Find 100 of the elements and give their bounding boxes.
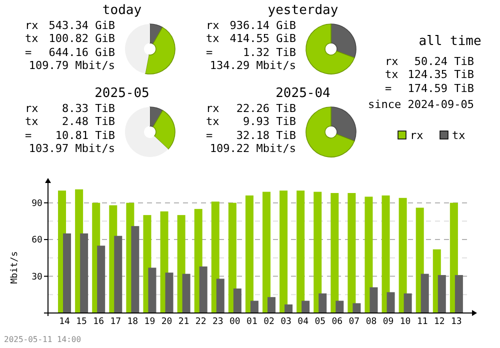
- bar: [302, 300, 310, 313]
- donut-slice: [306, 106, 355, 158]
- text: =: [206, 46, 213, 59]
- text: rx: [25, 102, 39, 115]
- text: 124.35 TiB: [408, 68, 474, 81]
- bar: [348, 193, 356, 313]
- bar: [398, 198, 407, 313]
- x-tick-label: 18: [127, 317, 138, 327]
- text: 109.79 Mbit/s: [28, 59, 115, 72]
- text: 936.14 GiB: [230, 19, 296, 32]
- x-tick-label: 21: [178, 317, 190, 327]
- text: =: [206, 129, 213, 142]
- bar: [63, 233, 72, 313]
- x-tick-label: 17: [110, 317, 122, 327]
- text: since 2024-09-05: [368, 98, 474, 111]
- bar: [318, 293, 327, 313]
- x-tick-label: 09: [382, 317, 394, 327]
- bar: [228, 202, 236, 313]
- bar: [386, 292, 395, 313]
- text: 9.93 TiB: [243, 115, 296, 128]
- text: tx: [25, 32, 39, 45]
- bar: [280, 190, 288, 313]
- bar: [420, 274, 429, 313]
- x-tick-label: 10: [400, 317, 411, 327]
- text: =: [25, 46, 32, 59]
- bar: [216, 278, 224, 313]
- text: 50.24 TiB: [414, 55, 474, 68]
- text: 103.97 Mbit/s: [28, 142, 115, 155]
- bar: [148, 268, 156, 313]
- donut-slice: [306, 24, 355, 74]
- text: 2.48 TiB: [62, 115, 116, 128]
- x-tick-label: 20: [161, 317, 172, 327]
- text: tx: [25, 115, 39, 128]
- text: 10.81 TiB: [55, 129, 116, 142]
- donut-slice: [330, 106, 356, 142]
- x-tick-label: 04: [298, 317, 308, 327]
- bar: [80, 233, 88, 313]
- bar: [284, 304, 293, 313]
- bar: [382, 195, 390, 313]
- legend-label: tx: [452, 129, 466, 142]
- bar: [296, 190, 305, 313]
- chart-title: 2025-04: [276, 86, 331, 101]
- bar: [314, 192, 322, 313]
- x-tick-label: 07: [348, 317, 360, 327]
- text: 134.29 Mbit/s: [210, 59, 296, 72]
- x-tick-label: 02: [264, 317, 274, 327]
- bar: [165, 272, 174, 313]
- text: 1.32 TiB: [243, 46, 296, 59]
- bar: [182, 274, 190, 313]
- x-tick-label: 23: [212, 317, 224, 327]
- text: tx: [206, 32, 220, 45]
- text: =: [25, 129, 32, 142]
- y-tick-label: 30: [32, 272, 42, 282]
- x-tick-label: 13: [451, 317, 462, 327]
- bar: [262, 192, 270, 313]
- text: rx: [25, 19, 39, 32]
- y-axis-title: Mbit/s: [10, 251, 20, 284]
- bar: [114, 236, 122, 313]
- x-tick-label: 15: [76, 317, 87, 327]
- bar: [330, 193, 339, 313]
- donut-slice: [152, 110, 176, 150]
- bar: [370, 287, 378, 313]
- x-tick-label: 08: [366, 317, 377, 327]
- text: 109.22 Mbit/s: [210, 142, 296, 155]
- x-tick-label: 19: [144, 317, 156, 327]
- text: tx: [206, 115, 220, 128]
- bar: [454, 275, 463, 313]
- y-tick-label: 60: [32, 236, 42, 246]
- x-tick-label: 11: [416, 317, 428, 327]
- text: 2025-05-11 14:00: [4, 335, 82, 344]
- text: =: [385, 82, 392, 95]
- text: 644.16 GiB: [48, 46, 116, 59]
- x-tick-label: 14: [59, 317, 70, 327]
- text: 414.55 GiB: [230, 32, 296, 45]
- bar: [233, 288, 242, 313]
- x-tick-label: 22: [195, 317, 206, 327]
- text: rx: [206, 102, 220, 115]
- bar: [352, 303, 361, 313]
- donut-slice: [330, 24, 356, 58]
- text: rx: [385, 55, 399, 68]
- bar: [336, 300, 344, 313]
- x-tick-label: 06: [332, 317, 343, 327]
- bar: [364, 196, 373, 313]
- bar: [131, 226, 140, 313]
- text: all time: [418, 34, 482, 49]
- chart-title: today: [102, 3, 142, 18]
- text: rx: [206, 19, 220, 32]
- donut-slice: [125, 107, 168, 157]
- bar: [97, 246, 106, 313]
- x-tick-label: 12: [434, 317, 445, 327]
- legend-label: rx: [410, 129, 424, 142]
- x-tick-label: 01: [246, 317, 258, 327]
- text: 100.82 GiB: [48, 32, 116, 45]
- donut-slice: [125, 24, 150, 74]
- bar: [250, 300, 258, 313]
- text: 32.18 TiB: [236, 129, 296, 142]
- text: 8.33 TiB: [62, 102, 116, 115]
- bar: [268, 297, 276, 313]
- bar: [245, 195, 254, 313]
- bar: [199, 266, 208, 313]
